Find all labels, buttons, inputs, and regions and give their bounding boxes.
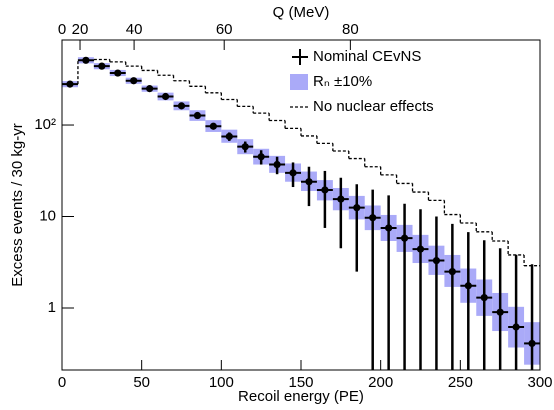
point	[273, 160, 281, 169]
point	[177, 102, 186, 110]
point	[432, 256, 441, 265]
y-tick-label: 1	[48, 299, 56, 316]
x2-tick-label: 80	[342, 21, 359, 38]
point	[337, 195, 345, 203]
point	[448, 267, 456, 276]
x2-tick-label: 20	[72, 21, 89, 38]
point	[82, 56, 90, 64]
x2-tick-label: 60	[216, 21, 233, 38]
x-tick-label: 250	[448, 374, 473, 391]
x-axis-label: Recoil energy (PE)	[238, 388, 364, 405]
x2-tick-label: 0	[58, 21, 66, 38]
point	[321, 186, 329, 194]
point	[496, 308, 504, 316]
legend-label: No nuclear effects	[313, 98, 434, 115]
point	[66, 80, 74, 88]
x-tick-label: 200	[368, 374, 393, 391]
point	[385, 224, 393, 232]
y-axis-label: Excess events / 30 kg-yr	[9, 123, 26, 286]
point	[257, 153, 265, 161]
y-tick-label: 10²	[34, 116, 56, 133]
point	[193, 111, 202, 120]
point	[161, 92, 170, 101]
x-tick-label: 0	[58, 374, 66, 391]
legend-label: Nominal CEvNS	[313, 48, 421, 65]
x2-axis-label: Q (MeV)	[273, 4, 330, 21]
point	[241, 143, 249, 151]
point	[512, 323, 520, 331]
point	[209, 122, 217, 130]
point	[130, 77, 138, 85]
point	[369, 214, 377, 222]
x-tick-label: 50	[133, 374, 150, 391]
x-tick-label: 150	[288, 374, 313, 391]
point	[146, 85, 154, 93]
point	[528, 339, 536, 348]
x-tick-label: 100	[209, 374, 234, 391]
legend-swatch	[290, 74, 308, 90]
point	[289, 169, 297, 177]
x2-tick-label: 40	[126, 21, 143, 38]
point	[416, 245, 425, 253]
point	[480, 293, 488, 302]
y-tick-label: 10	[39, 207, 56, 224]
point	[114, 69, 122, 77]
x-tick-label: 300	[527, 374, 552, 391]
point	[98, 62, 106, 70]
point	[400, 234, 409, 242]
point	[464, 282, 472, 290]
legend-label: Rₙ ±10%	[313, 73, 372, 90]
point	[225, 132, 233, 141]
point	[353, 204, 361, 212]
point	[305, 178, 313, 186]
